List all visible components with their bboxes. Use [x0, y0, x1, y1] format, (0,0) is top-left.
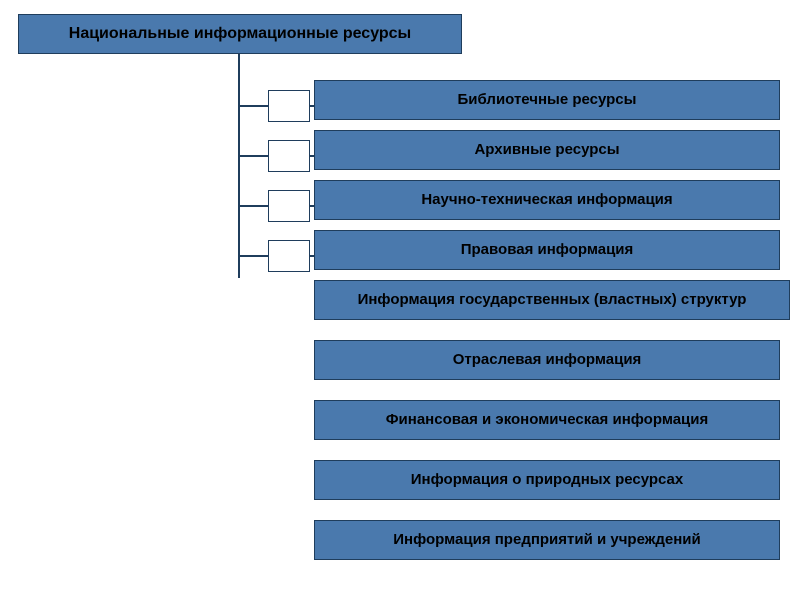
child-node: Архивные ресурсы [314, 130, 780, 170]
child-node: Правовая информация [314, 230, 780, 270]
child-node: Информация государственных (властных) ст… [314, 280, 790, 320]
root-node: Национальные информационные ресурсы [18, 14, 462, 54]
connector-trunk [238, 54, 240, 278]
child-node: Отраслевая информация [314, 340, 780, 380]
child-node: Информация о природных ресурсах [314, 460, 780, 500]
diagram-stage: Национальные информационные ресурсы Библи… [0, 0, 800, 600]
connector-stub [268, 240, 310, 272]
child-node: Финансовая и экономическая информация [314, 400, 780, 440]
child-node: Информация предприятий и учреждений [314, 520, 780, 560]
connector-stub [268, 190, 310, 222]
connector-stub [268, 140, 310, 172]
child-node: Библиотечные ресурсы [314, 80, 780, 120]
child-node: Научно-техническая информация [314, 180, 780, 220]
connector-stub [268, 90, 310, 122]
